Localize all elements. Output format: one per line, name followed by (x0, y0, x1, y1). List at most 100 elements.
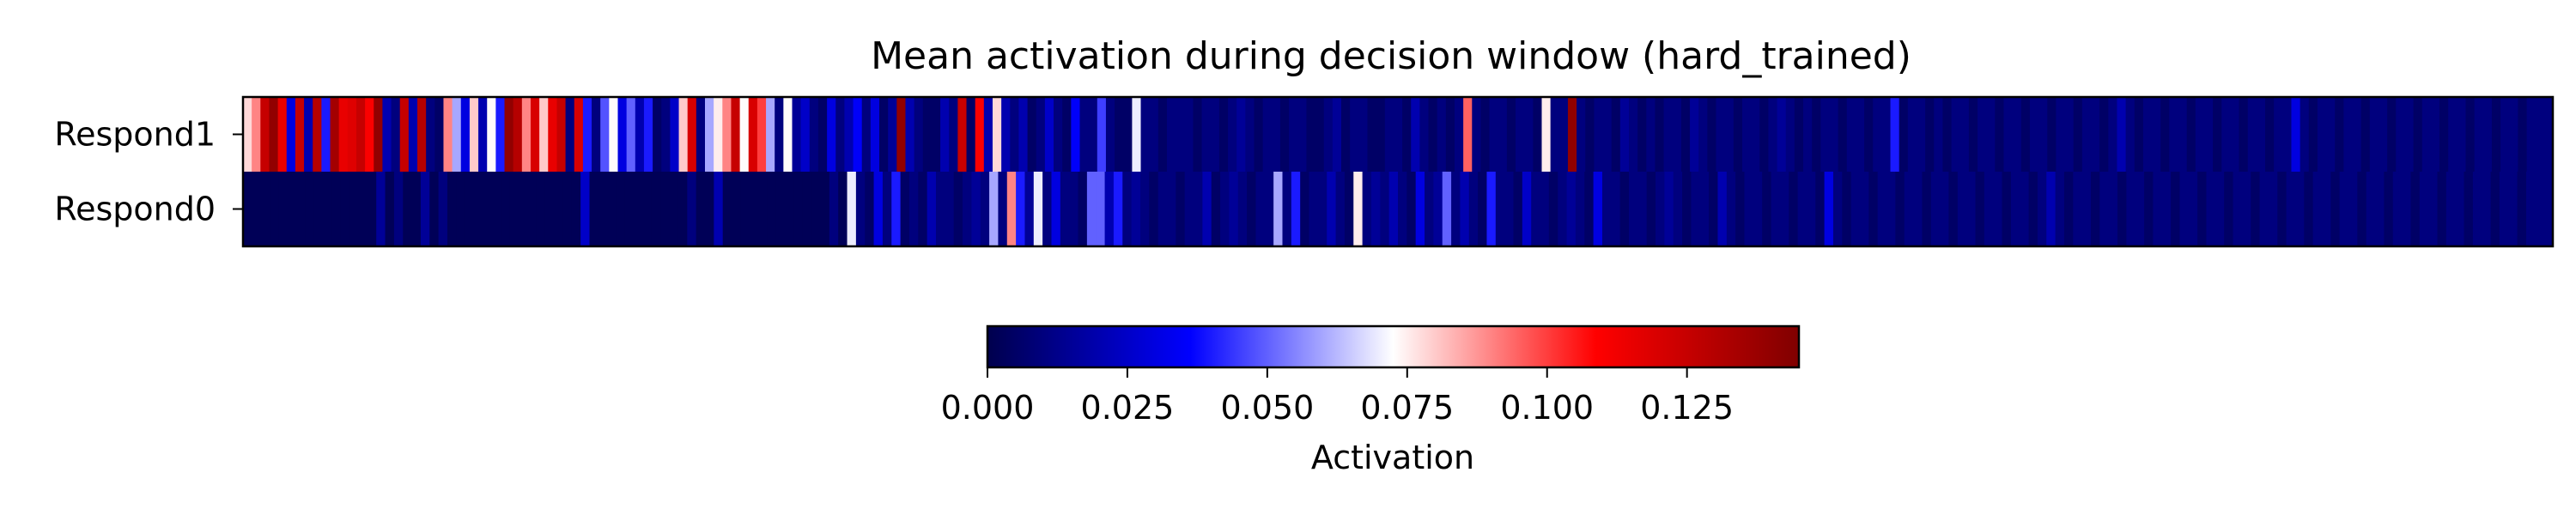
heatmap-cell (1611, 97, 1621, 172)
heatmap-cell (2169, 97, 2179, 172)
heatmap-cell (989, 172, 999, 246)
heatmap-cell (1753, 172, 1763, 246)
heatmap-cell (1451, 172, 1461, 246)
heatmap-cell (998, 172, 1008, 246)
heatmap-cell (1690, 97, 1699, 172)
heatmap-cell (2055, 172, 2065, 246)
heatmap-cell (1442, 172, 1452, 246)
heatmap-cell (2064, 97, 2075, 172)
heatmap-cell (1362, 172, 1372, 246)
heatmap-cell (1291, 172, 1301, 246)
heatmap-cell (487, 97, 496, 172)
heatmap-cell (1149, 172, 1159, 246)
heatmap-cell (1699, 172, 1710, 246)
heatmap-cell (1575, 172, 1585, 246)
heatmap-cell (905, 97, 915, 172)
heatmap-cell (1768, 97, 1778, 172)
heatmap-cell (2335, 97, 2344, 172)
heatmap-cell (2419, 172, 2429, 246)
heatmap-cell (1220, 172, 1230, 246)
heatmap-cell (838, 172, 848, 246)
heatmap-cell (1904, 172, 1914, 246)
heatmap-cell (2526, 97, 2537, 172)
heatmap-cell (2384, 172, 2394, 246)
heatmap-cell (1344, 172, 1354, 246)
heatmap-cell (2171, 172, 2181, 246)
heatmap-cell (1832, 172, 1843, 246)
heatmap-cell (1968, 97, 1978, 172)
heatmap-cell (1806, 172, 1816, 246)
heatmap-cell (2047, 97, 2057, 172)
heatmap-cell (1398, 172, 1407, 246)
heatmap-cell (1516, 97, 1525, 172)
heatmap-cell (2535, 97, 2545, 172)
heatmap-cell (1096, 172, 1106, 246)
heatmap-cell (908, 172, 919, 246)
heatmap-cell (2343, 97, 2354, 172)
row-label: Respond1 (54, 116, 216, 154)
heatmap-cell (1584, 172, 1595, 246)
heatmap-cell (793, 172, 804, 246)
heatmap-cell (1777, 97, 1787, 172)
heatmap-cell (1088, 97, 1098, 172)
heatmap-cell (554, 172, 564, 246)
heatmap-cell (1540, 172, 1550, 246)
heatmap-cell (474, 172, 483, 246)
heatmap-cell (1086, 172, 1097, 246)
heatmap-cell (811, 172, 822, 246)
heatmap-cell (1445, 97, 1455, 172)
heatmap-cell (1332, 97, 1342, 172)
heatmap-cell (714, 172, 724, 246)
heatmap-cell (460, 97, 471, 172)
heatmap-cell (1411, 97, 1420, 172)
heatmap-cell (252, 97, 261, 172)
heatmap-cell (1779, 172, 1789, 246)
heatmap-cell (426, 97, 435, 172)
heatmap-cell (1460, 172, 1470, 246)
heatmap-cell (443, 97, 453, 172)
heatmap-cell (2396, 97, 2406, 172)
heatmap-cell (1733, 97, 1743, 172)
heatmap-cell (900, 172, 910, 246)
chart-title: Mean activation during decision window (… (871, 34, 1911, 78)
heatmap-cell (323, 172, 333, 246)
heatmap-cell (1886, 172, 1896, 246)
heatmap-cell (2091, 97, 2100, 172)
heatmap-cell (1358, 97, 1369, 172)
heatmap-cell (2126, 172, 2136, 246)
heatmap-cell (1024, 172, 1035, 246)
heatmap-cell (1113, 172, 1123, 246)
heatmap-cell (338, 97, 349, 172)
heatmap-cell (2339, 172, 2349, 246)
heatmap-cell (1271, 97, 1281, 172)
heatmap-cell (1890, 97, 1900, 172)
heatmap-cell (2439, 97, 2449, 172)
heatmap-cell (1306, 97, 1316, 172)
heatmap-cell (1247, 172, 1257, 246)
heatmap-cell (2499, 172, 2509, 246)
heatmap-cell (1860, 172, 1869, 246)
heatmap-cell (1033, 172, 1043, 246)
heatmap-cell (616, 172, 626, 246)
heatmap-cell (1934, 97, 1944, 172)
heatmap-cell (1498, 97, 1508, 172)
heatmap-cell (1480, 97, 1491, 172)
heatmap-cell (1682, 172, 1692, 246)
heatmap-cell (1388, 172, 1399, 246)
heatmap-cells (243, 97, 2554, 246)
heatmap-cell (2330, 172, 2341, 246)
heatmap-cell (609, 97, 619, 172)
heatmap-cell (732, 172, 741, 246)
heatmap-cell (2046, 172, 2057, 246)
heatmap-cell (286, 97, 296, 172)
heatmap-cell (758, 172, 769, 246)
heatmap-cell (1913, 172, 1923, 246)
heatmap-cell (705, 97, 714, 172)
heatmap-cell (447, 172, 457, 246)
heatmap-cell (2369, 97, 2379, 172)
heatmap-cell (2091, 172, 2100, 246)
heatmap-cell (1393, 97, 1403, 172)
heatmap-cell (1567, 97, 1577, 172)
heatmap-cell (1433, 172, 1443, 246)
colorbar-tick-label: 0.125 (1640, 389, 1734, 427)
